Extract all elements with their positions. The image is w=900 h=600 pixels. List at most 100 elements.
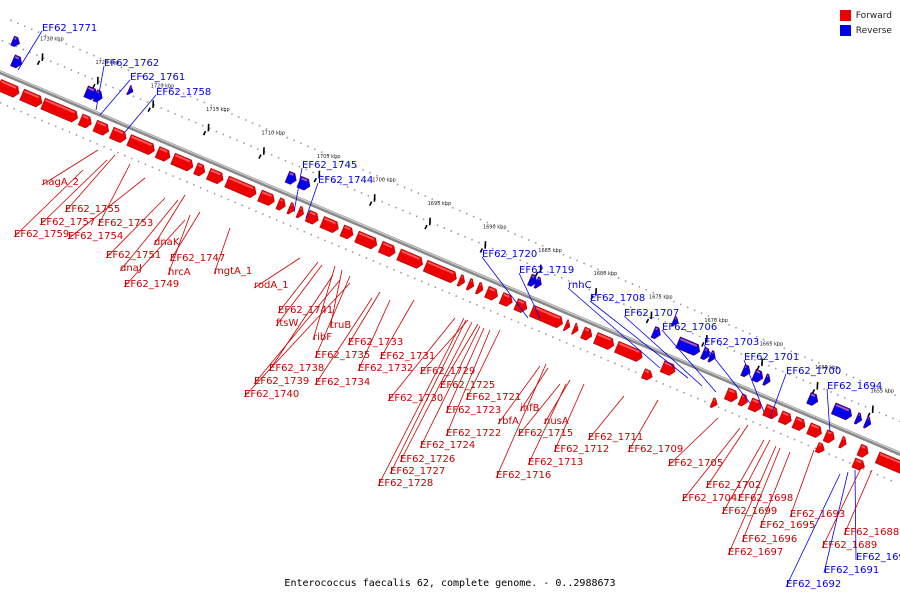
gene-label[interactable]: EF62_1749 [124, 279, 179, 290]
reverse-gene [853, 412, 863, 425]
gene-label[interactable]: EF62_1693 [790, 509, 845, 520]
legend-reverse-label: Reverse [855, 25, 892, 36]
gene-label[interactable]: EF62_1729 [420, 366, 475, 377]
gene-label[interactable]: EF62_1722 [446, 428, 501, 439]
gene-label[interactable]: EF62_1695 [760, 520, 815, 531]
gene-label[interactable]: EF62_1721 [466, 392, 521, 403]
gene-label[interactable]: EF62_1708 [590, 293, 645, 304]
forward-gene [275, 197, 286, 211]
gene-label[interactable]: rnhC [568, 280, 592, 291]
gene-label[interactable]: EF62_1731 [380, 351, 435, 362]
gene-label[interactable]: hrcA [168, 267, 191, 278]
gene-label[interactable]: EF62_1724 [420, 440, 475, 451]
gene-label[interactable]: dnaK [154, 237, 180, 248]
gene-label[interactable]: EF62_1699 [722, 506, 777, 517]
gene-label[interactable]: infB [520, 403, 540, 414]
gene-label[interactable]: EF62_1738 [269, 363, 324, 374]
forward-gene [822, 429, 835, 444]
gene-label[interactable]: EF62_1732 [358, 363, 413, 374]
forward-gene [304, 209, 319, 225]
gene-label[interactable]: EF62_1753 [98, 218, 153, 229]
gene-label[interactable]: EF62_1713 [528, 457, 583, 468]
leader-line [518, 272, 541, 319]
gene-label[interactable]: nusA [544, 416, 569, 427]
gene-label[interactable]: EF62_1692 [786, 579, 841, 590]
tick-label: 1690 kbp [483, 224, 507, 230]
gene-label[interactable]: EF62_1758 [156, 87, 211, 98]
gene-label[interactable]: EF62_1733 [348, 337, 403, 348]
gene-label[interactable]: EF62_1740 [244, 389, 299, 400]
gene-label[interactable]: EF62_1725 [440, 380, 495, 391]
gene-label[interactable]: EF62_1723 [446, 405, 501, 416]
gene-label[interactable]: EF62_1720 [482, 249, 537, 260]
gene-label[interactable]: EF62_1728 [378, 478, 433, 489]
gene-label[interactable]: EF62_1751 [106, 250, 161, 261]
leader-line [95, 65, 105, 111]
gene-label[interactable]: EF62_1704 [682, 493, 737, 504]
gene-label[interactable]: dnaJ [120, 263, 142, 274]
gene-label[interactable]: EF62_1757 [40, 217, 95, 228]
leader-line [379, 299, 415, 360]
gene-label[interactable]: EF62_1719 [519, 265, 574, 276]
gene-label[interactable]: ftsW [276, 318, 298, 329]
gene-label[interactable]: ribF [313, 332, 332, 343]
leader-line [589, 300, 689, 379]
gene-label[interactable]: EF62_1706 [662, 322, 717, 333]
gene-label[interactable]: EF62_1691 [824, 565, 879, 576]
gene-label[interactable]: mgtA_1 [214, 266, 252, 277]
gene-label[interactable]: EF62_1697 [728, 547, 783, 558]
legend-forward-label: Forward [855, 10, 892, 21]
gene-label[interactable]: EF62_1747 [170, 253, 225, 264]
gene-label[interactable]: EF62_1701 [744, 352, 799, 363]
gene-label[interactable]: rodA_1 [254, 280, 289, 291]
gene-label[interactable]: EF62_1762 [104, 58, 159, 69]
gene-label[interactable]: EF62_1712 [554, 444, 609, 455]
leader-line [627, 399, 659, 453]
ruler-track [1, 39, 900, 423]
gene-label[interactable]: EF62_1711 [588, 432, 643, 443]
gene-label[interactable]: EF62_1690 [856, 552, 900, 563]
gene-label[interactable]: EF62_1703 [704, 337, 759, 348]
reverse-gene [10, 54, 23, 69]
reverse-swatch [839, 25, 851, 36]
gene-label[interactable]: EF62_1735 [315, 350, 370, 361]
leader-line [305, 182, 319, 219]
gene-label[interactable]: EF62_1702 [706, 480, 761, 491]
leader-line [268, 274, 334, 372]
gene-label[interactable]: EF62_1759 [14, 229, 69, 240]
forward-gene [396, 248, 423, 269]
gene-label[interactable]: EF62_1726 [400, 454, 455, 465]
tick-mark [701, 342, 705, 347]
forward-gene [126, 134, 155, 156]
leader-line [445, 327, 485, 414]
gene-label[interactable]: EF62_1730 [388, 393, 443, 404]
gene-label[interactable]: EF62_1694 [827, 381, 882, 392]
gene-label[interactable]: EF62_1716 [496, 470, 551, 481]
gene-label[interactable]: EF62_1709 [628, 444, 683, 455]
gene-label[interactable]: EF62_1739 [254, 376, 309, 387]
gene-label[interactable]: EF62_1698 [738, 493, 793, 504]
gene-label[interactable]: EF62_1745 [302, 160, 357, 171]
gene-label[interactable]: EF62_1705 [668, 458, 723, 469]
gene-label[interactable]: rbfA [498, 416, 519, 427]
gene-label[interactable]: EF62_1761 [130, 72, 185, 83]
gene-label[interactable]: EF62_1755 [65, 204, 120, 215]
forward-gene [205, 167, 224, 185]
gene-label[interactable]: EF62_1727 [390, 466, 445, 477]
gene-label[interactable]: EF62_1734 [315, 377, 370, 388]
gene-label[interactable]: EF62_1700 [786, 366, 841, 377]
leader-line [105, 197, 166, 259]
gene-label[interactable]: EF62_1689 [822, 540, 877, 551]
gene-label[interactable]: EF62_1754 [68, 231, 123, 242]
gene-label[interactable]: EF62_1696 [742, 534, 797, 545]
gene-label[interactable]: EF62_1771 [42, 23, 97, 34]
gene-label[interactable]: EF62_1707 [624, 308, 679, 319]
tick-mark [867, 412, 871, 418]
leader-line [785, 473, 841, 588]
gene-label[interactable]: EF62_1688 [844, 527, 899, 538]
gene-label[interactable]: nagA_2 [42, 177, 79, 188]
gene-label[interactable]: EF62_1715 [518, 428, 573, 439]
gene-label[interactable]: truB [330, 320, 351, 331]
gene-label[interactable]: EF62_1741 [278, 305, 333, 316]
gene-label[interactable]: EF62_1744 [318, 175, 373, 186]
